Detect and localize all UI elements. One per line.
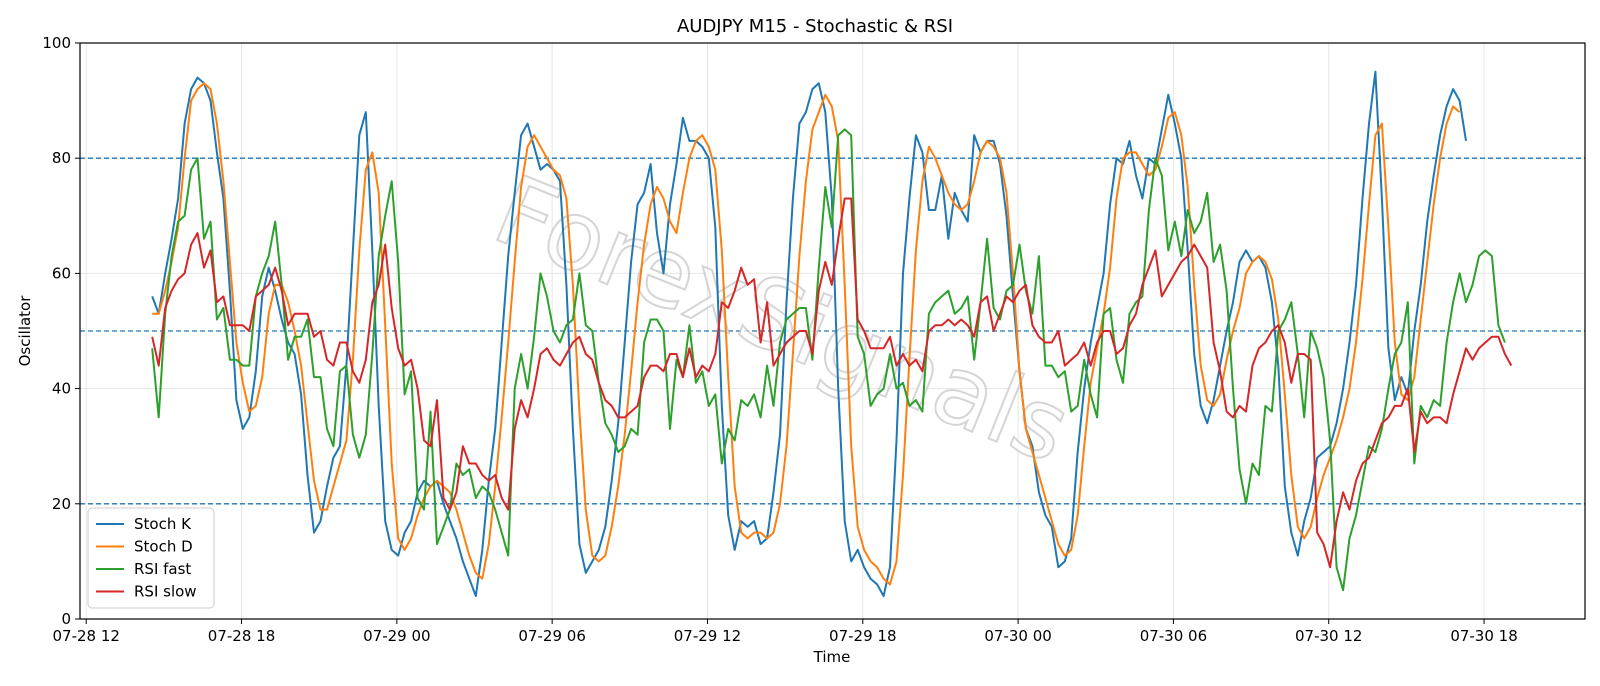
y-tick-label: 100	[42, 34, 71, 52]
legend-label: RSI fast	[134, 560, 191, 578]
y-tick-label: 0	[61, 610, 71, 628]
legend: Stoch K Stoch D RSI fast RSI slow	[87, 507, 215, 609]
legend-box	[87, 507, 215, 609]
x-tick-label: 07-29 00	[363, 627, 430, 645]
x-tick-label: 07-30 06	[1140, 627, 1207, 645]
y-axis-title: Oscillator	[16, 295, 34, 367]
x-tick-label: 07-28 12	[52, 627, 119, 645]
series-line-rsi-slow	[151, 197, 1513, 569]
x-tick-label: 07-29 12	[674, 627, 741, 645]
series-line-stoch-d	[152, 82, 1461, 586]
x-tick-label: 07-30 12	[1295, 627, 1362, 645]
y-tick-label: 40	[52, 380, 71, 398]
chart-title: AUDJPY M15 - Stochastic & RSI	[677, 16, 953, 37]
legend-label: Stoch K	[134, 515, 192, 533]
legend-label: Stoch D	[134, 538, 193, 556]
x-axis-title: Time	[813, 648, 851, 666]
x-tick-label: 07-30 18	[1450, 627, 1517, 645]
x-tick-label: 07-28 18	[208, 627, 275, 645]
x-tick-label: 07-29 18	[829, 627, 896, 645]
y-tick-label: 60	[52, 264, 71, 282]
plot-frame	[79, 42, 1586, 620]
x-tick-label: 07-30 00	[984, 627, 1051, 645]
x-tick-label: 07-29 06	[518, 627, 585, 645]
series-lines	[151, 70, 1513, 597]
reference-lines	[80, 157, 1585, 505]
legend-label: RSI slow	[134, 583, 197, 601]
y-axis: 0 20 40 60 80 100	[42, 34, 80, 628]
series-line-stoch-k	[151, 70, 1467, 597]
y-tick-label: 80	[52, 149, 71, 167]
y-tick-label: 20	[52, 495, 71, 513]
x-axis: 07-28 12 07-28 18 07-29 00 07-29 06 07-29 12…	[52, 619, 1518, 645]
